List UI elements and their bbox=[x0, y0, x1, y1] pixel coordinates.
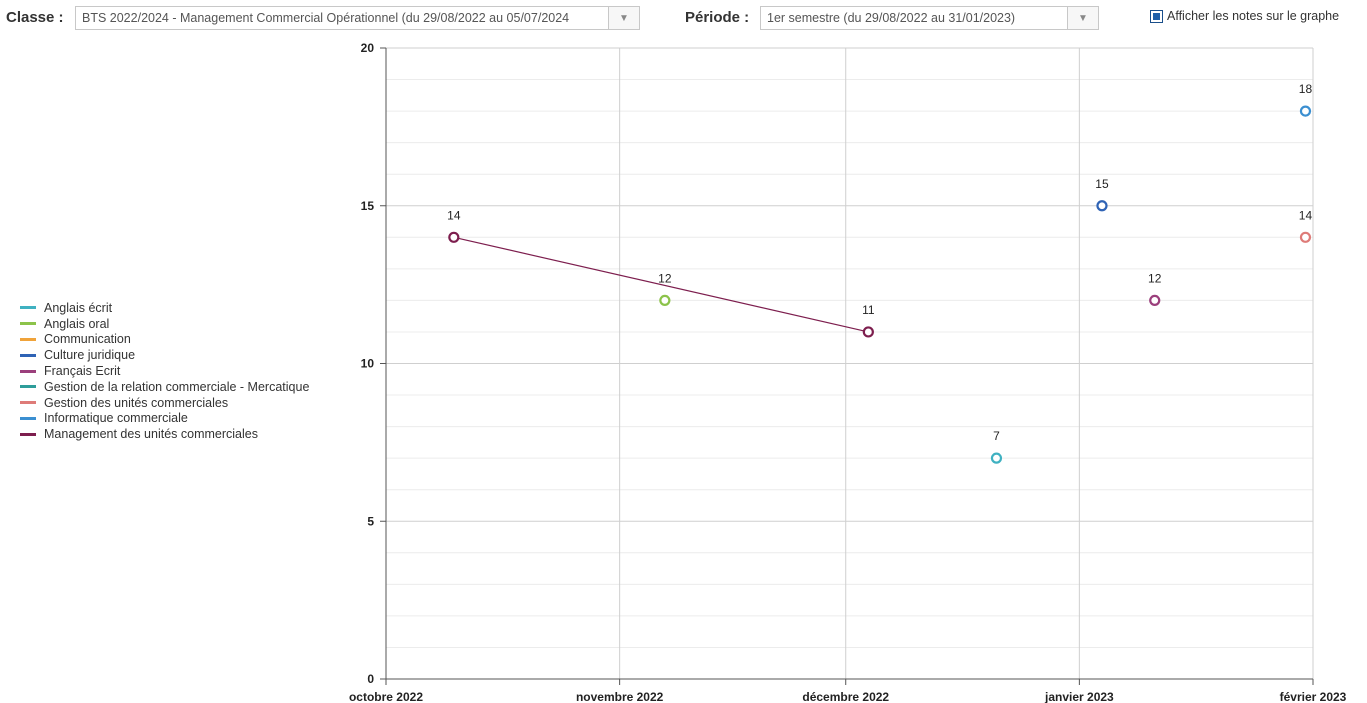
data-point bbox=[1149, 294, 1161, 306]
x-tick-label: décembre 2022 bbox=[802, 690, 889, 703]
legend-swatch bbox=[20, 353, 36, 357]
legend-item[interactable]: Communication bbox=[20, 332, 309, 348]
legend-label: Anglais écrit bbox=[44, 300, 113, 315]
data-point bbox=[1096, 200, 1108, 212]
data-label: 15 bbox=[1095, 177, 1109, 191]
show-notes-checkbox[interactable] bbox=[1150, 9, 1163, 23]
data-label: 7 bbox=[993, 429, 1000, 443]
data-label: 18 bbox=[1299, 82, 1313, 96]
data-point bbox=[862, 326, 874, 338]
legend-swatch bbox=[20, 416, 36, 420]
y-tick-label: 15 bbox=[361, 199, 375, 213]
legend-item[interactable]: Gestion de la relation commerciale - Mer… bbox=[20, 379, 309, 395]
legend-swatch bbox=[20, 337, 36, 341]
periode-dropdown-button[interactable]: ▼ bbox=[1067, 7, 1098, 29]
legend-label: Culture juridique bbox=[44, 348, 136, 363]
legend-swatch bbox=[20, 432, 36, 436]
legend-label: Communication bbox=[44, 332, 131, 347]
legend-label: Anglais oral bbox=[44, 316, 110, 331]
y-tick-label: 0 bbox=[367, 672, 374, 686]
data-label: 14 bbox=[447, 208, 461, 222]
series-line bbox=[453, 236, 869, 333]
show-notes-label: Afficher les notes sur le graphe bbox=[1167, 9, 1340, 23]
legend-item[interactable]: Informatique commerciale bbox=[20, 411, 309, 427]
legend-swatch bbox=[20, 369, 36, 373]
y-tick-label: 20 bbox=[361, 41, 375, 55]
data-label: 12 bbox=[1148, 271, 1162, 285]
legend-item[interactable]: Culture juridique bbox=[20, 347, 309, 363]
data-label: 14 bbox=[1299, 208, 1313, 222]
y-tick-label: 5 bbox=[367, 514, 374, 528]
classe-select-value: BTS 2022/2024 - Management Commercial Op… bbox=[82, 11, 570, 25]
y-tick-label: 10 bbox=[361, 357, 375, 371]
x-tick-label: novembre 2022 bbox=[576, 690, 664, 703]
legend-item[interactable]: Anglais écrit bbox=[20, 300, 309, 316]
periode-select[interactable]: 1er semestre (du 29/08/2022 au 31/01/202… bbox=[760, 6, 1099, 30]
legend-swatch bbox=[20, 401, 36, 405]
chevron-down-icon: ▼ bbox=[619, 12, 629, 24]
legend-label: Gestion des unités commerciales bbox=[44, 395, 229, 410]
x-tick-label: octobre 2022 bbox=[349, 690, 423, 703]
legend-label: Management des unités commerciales bbox=[44, 427, 258, 442]
data-point bbox=[1299, 231, 1312, 243]
legend-item[interactable]: Français Ecrit bbox=[20, 363, 309, 379]
data-point bbox=[1299, 105, 1312, 117]
data-point bbox=[448, 231, 460, 243]
data-label: 12 bbox=[658, 271, 672, 285]
filter-toolbar: Classe : BTS 2022/2024 - Management Comm… bbox=[0, 0, 1367, 40]
data-point bbox=[659, 294, 671, 306]
classe-dropdown-button[interactable]: ▼ bbox=[608, 7, 639, 29]
legend-swatch bbox=[20, 322, 36, 326]
periode-label: Période : bbox=[685, 9, 750, 26]
legend-swatch bbox=[20, 385, 36, 389]
legend-label: Gestion de la relation commerciale - Mer… bbox=[44, 379, 310, 394]
x-tick-label: janvier 2023 bbox=[1044, 690, 1114, 703]
show-notes-toggle[interactable]: Afficher les notes sur le graphe bbox=[1150, 9, 1339, 23]
classe-label: Classe : bbox=[6, 9, 64, 26]
chart-legend: Anglais écrit Anglais oral Communication Cu… bbox=[20, 300, 309, 442]
periode-select-value: 1er semestre (du 29/08/2022 au 31/01/202… bbox=[767, 11, 1016, 25]
classe-select[interactable]: BTS 2022/2024 - Management Commercial Op… bbox=[75, 6, 640, 30]
legend-item[interactable]: Anglais oral bbox=[20, 316, 309, 332]
chevron-down-icon: ▼ bbox=[1078, 12, 1088, 24]
legend-item[interactable]: Gestion des unités commerciales bbox=[20, 395, 309, 411]
legend-swatch bbox=[20, 306, 36, 310]
legend-label: Français Ecrit bbox=[44, 364, 121, 379]
legend-label: Informatique commerciale bbox=[44, 411, 188, 426]
legend-item[interactable]: Management des unités commerciales bbox=[20, 426, 309, 442]
x-tick-label: février 2023 bbox=[1280, 690, 1347, 703]
data-label: 11 bbox=[862, 303, 875, 317]
data-point bbox=[990, 452, 1003, 464]
